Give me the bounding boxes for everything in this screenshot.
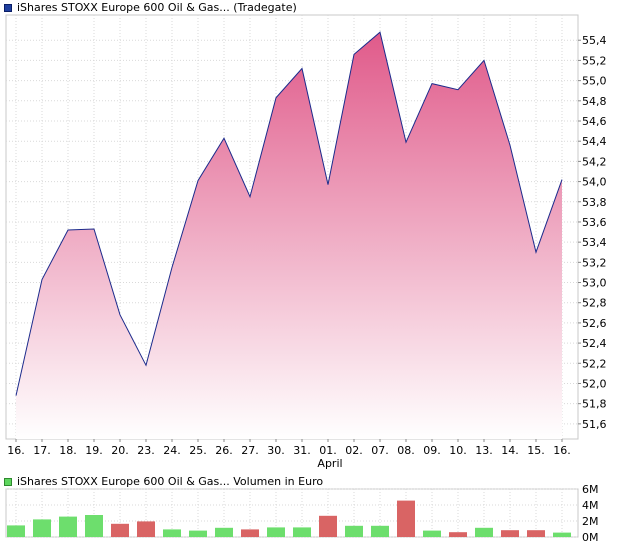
date-x-tick-label: 16. xyxy=(7,444,25,457)
volume-bar xyxy=(267,527,285,537)
date-x-tick-label: 24. xyxy=(163,444,181,457)
volume-y-tick-label: 6M xyxy=(582,483,599,496)
price-y-tick-label: 51,8 xyxy=(582,398,607,411)
price-y-tick-label: 53,4 xyxy=(582,236,607,249)
volume-bar xyxy=(345,525,363,537)
date-x-tick-label: 30. xyxy=(267,444,285,457)
volume-bar xyxy=(59,516,77,537)
price-y-tick-label: 52,4 xyxy=(582,337,607,350)
price-y-tick-label: 55,4 xyxy=(582,34,607,47)
volume-bar xyxy=(111,523,129,537)
price-y-tick-label: 53,2 xyxy=(582,256,607,269)
date-x-tick-label: 14. xyxy=(501,444,519,457)
volume-bar xyxy=(319,515,337,537)
price-y-axis: 51,6 51,8 52,0 52,2 52,4 52,6 52,8 53,0 53,2 53,4… xyxy=(578,34,607,431)
volume-bar xyxy=(189,530,207,537)
price-y-tick-label: 54,4 xyxy=(582,135,607,148)
price-y-tick-label: 53,6 xyxy=(582,216,607,229)
volume-chart-legend: iShares STOXX Europe 600 Oil & Gas... Vo… xyxy=(4,475,323,488)
price-y-tick-label: 55,0 xyxy=(582,75,607,88)
volume-bar xyxy=(371,525,389,537)
volume-bar xyxy=(397,500,415,537)
price-chart-legend: iShares STOXX Europe 600 Oil & Gas... (T… xyxy=(4,1,297,14)
price-y-tick-label: 54,2 xyxy=(582,155,607,168)
volume-bar xyxy=(423,530,441,537)
volume-bar xyxy=(137,521,155,537)
price-line xyxy=(15,31,563,396)
volume-y-tick-label: 4M xyxy=(582,499,599,512)
date-x-tick-label: 31. xyxy=(293,444,311,457)
date-x-tick-label: 15. xyxy=(527,444,545,457)
volume-y-axis: 0M 2M 4M 6M xyxy=(582,483,599,544)
month-label: April xyxy=(317,457,342,470)
price-chart-title: iShares STOXX Europe 600 Oil & Gas... (T… xyxy=(17,1,297,14)
volume-bar xyxy=(293,527,311,537)
price-y-tick-label: 54,8 xyxy=(582,95,607,108)
volume-bars xyxy=(7,500,571,537)
date-x-tick-label: 08. xyxy=(397,444,415,457)
volume-bar xyxy=(527,530,545,537)
price-y-tick-label: 52,6 xyxy=(582,317,607,330)
price-y-tick-label: 55,2 xyxy=(582,54,607,67)
price-area-fill xyxy=(16,32,562,439)
price-y-tick-label: 52,0 xyxy=(582,377,607,390)
date-x-tick-label: 18. xyxy=(59,444,77,457)
price-y-tick-label: 52,2 xyxy=(582,357,607,370)
volume-bar xyxy=(475,527,493,537)
date-x-tick-label: 17. xyxy=(33,444,51,457)
price-series-swatch xyxy=(4,3,12,12)
date-x-tick-label: 27. xyxy=(241,444,259,457)
date-x-tick-label: 13. xyxy=(475,444,493,457)
date-x-tick-label: 10. xyxy=(449,444,467,457)
volume-bar xyxy=(7,525,25,537)
volume-bar xyxy=(85,515,103,537)
volume-bar xyxy=(449,532,467,537)
price-y-tick-label: 51,6 xyxy=(582,418,607,431)
price-y-tick-label: 53,8 xyxy=(582,196,607,209)
volume-y-tick-label: 0M xyxy=(582,531,599,544)
date-x-tick-label: 19. xyxy=(85,444,103,457)
date-x-tick-label: 20. xyxy=(111,444,129,457)
date-x-tick-label: 26. xyxy=(215,444,233,457)
price-y-tick-label: 52,8 xyxy=(582,297,607,310)
date-x-tick-label: 07. xyxy=(371,444,389,457)
volume-bar xyxy=(215,527,233,537)
volume-bar xyxy=(241,529,259,537)
date-x-tick-label: 01. xyxy=(319,444,337,457)
date-x-tick-label: 09. xyxy=(423,444,441,457)
volume-bar xyxy=(501,530,519,537)
volume-bar xyxy=(33,519,51,537)
volume-y-tick-label: 2M xyxy=(582,515,599,528)
date-x-tick-label: 25. xyxy=(189,444,207,457)
date-x-tick-label: 23. xyxy=(137,444,155,457)
date-x-tick-label: 16. xyxy=(553,444,571,457)
price-y-tick-label: 54,0 xyxy=(582,176,607,189)
price-y-tick-label: 53,0 xyxy=(582,277,607,290)
volume-chart-title: iShares STOXX Europe 600 Oil & Gas... Vo… xyxy=(17,475,324,488)
date-x-axis: 16. 17. 18. 19. 20. 23. 24. 25. 26. 27. 30. 31. 01. 0… xyxy=(7,439,571,457)
volume-bar xyxy=(163,529,181,537)
volume-series-swatch xyxy=(4,477,12,486)
date-x-tick-label: 02. xyxy=(345,444,363,457)
price-y-tick-label: 54,6 xyxy=(582,115,607,128)
volume-bar xyxy=(553,532,571,537)
